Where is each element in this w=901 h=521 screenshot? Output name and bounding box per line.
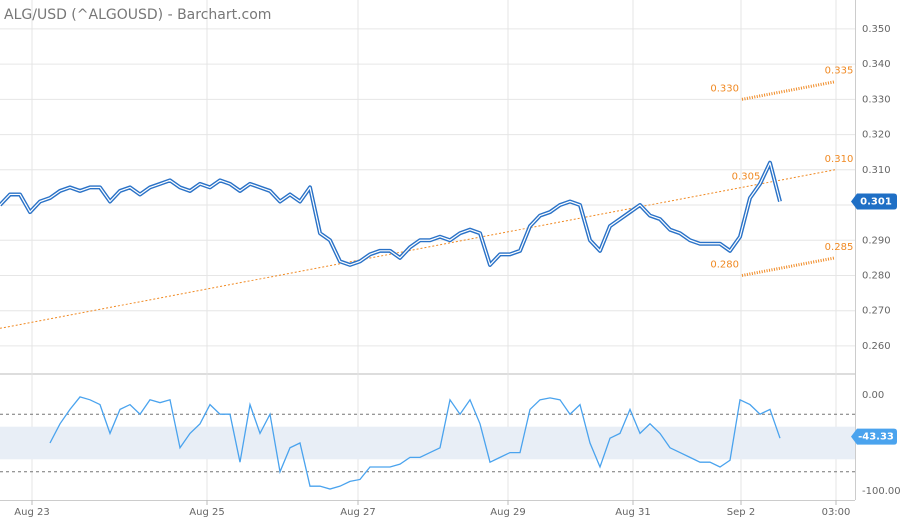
y-tick-label: 0.280 — [862, 270, 891, 281]
last-value-tag — [851, 193, 897, 210]
y-tick-label: 0.290 — [862, 235, 891, 246]
trend-line — [741, 256, 836, 277]
y-tick-label: 0.320 — [862, 130, 891, 141]
x-tick-label: Sep 2 — [727, 507, 755, 518]
x-tick-label: Aug 27 — [340, 507, 375, 518]
x-tick-label: Aug 23 — [14, 507, 49, 518]
y-tick-label: 0.330 — [862, 94, 891, 105]
last-value-tag — [851, 428, 897, 445]
x-tick-label: Aug 29 — [490, 507, 525, 518]
x-tick-label: Aug 25 — [189, 507, 224, 518]
trend-label: 0.280 — [710, 259, 739, 270]
y-tick-label: 0.310 — [862, 165, 891, 176]
trend-label: 0.330 — [710, 83, 739, 94]
y-tick-label: 0.350 — [862, 24, 891, 35]
price-line-inner — [0, 162, 781, 266]
trend-line — [741, 80, 836, 101]
x-tick-label: Aug 31 — [615, 507, 650, 518]
indicator-line — [49, 396, 781, 490]
trend-label: 0.305 — [732, 171, 761, 182]
chart-title: ALG/USD (^ALGOUSD) - Barchart.com — [4, 7, 271, 23]
y-tick-label: 0.00 — [862, 390, 884, 401]
y-tick-label: 0.270 — [862, 306, 891, 317]
trend-label: 0.310 — [825, 154, 854, 165]
x-tick-label: 03:00 — [822, 507, 851, 518]
y-tick-label: 0.340 — [862, 59, 891, 70]
marks: Aug 23 Aug 25 Aug 27 Aug 29 Aug 31 Sep 2 03:00… — [0, 24, 901, 518]
last-value-label: 0.301 — [860, 197, 892, 208]
last-value-label: -43.33 — [858, 432, 894, 443]
y-tick-label: 0.260 — [862, 341, 891, 352]
trend-label: 0.335 — [825, 66, 854, 77]
grid — [0, 0, 855, 505]
trend-label: 0.285 — [825, 242, 854, 253]
y-tick-label: -100.00 — [862, 486, 901, 497]
